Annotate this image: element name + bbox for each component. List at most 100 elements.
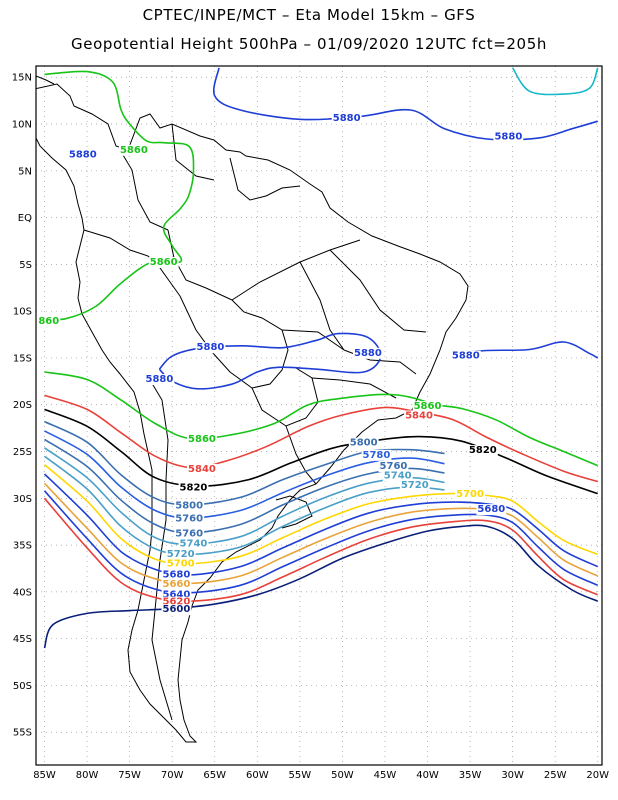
contour-label-background <box>455 489 486 501</box>
contour-label: 5760 <box>175 513 203 524</box>
contour-label: 5720 <box>167 549 195 560</box>
contour-label: 5740 <box>384 470 412 481</box>
contour-label-background <box>178 482 209 494</box>
contour-label: 5800 <box>350 438 378 449</box>
lon-tick-label: 65W <box>203 770 226 781</box>
contour-label: 5760 <box>380 461 408 472</box>
contour-label-background <box>195 342 226 354</box>
contour-label-background <box>174 513 205 525</box>
south-america-coastline <box>36 83 469 743</box>
lat-tick-label: 10N <box>12 120 32 131</box>
contour-label-background <box>37 316 61 328</box>
contour-label-background <box>476 504 507 516</box>
contour-line <box>44 394 598 483</box>
contour-label: 5740 <box>180 539 208 550</box>
contour-label-background <box>412 401 443 413</box>
contour-label-background <box>382 470 413 482</box>
lat-tick-label: 10S <box>13 307 32 318</box>
map-subtitle: Geopotential Height 500hPa – 01/09/2020 … <box>71 35 547 53</box>
lat-tick-label: 15N <box>12 73 32 84</box>
lon-tick-label: 80W <box>76 770 99 781</box>
contour-label-background <box>450 350 481 362</box>
contour-label: 5820 <box>180 483 208 494</box>
border-venezuela <box>171 123 215 181</box>
lon-tick-label: 75W <box>118 770 141 781</box>
contour-label: 5720 <box>401 480 429 491</box>
contour-label-background <box>67 149 98 161</box>
contour-label: 5860 <box>188 434 216 445</box>
lat-tick-label: 30S <box>13 494 32 505</box>
border-colombia <box>119 149 169 231</box>
contour-label-background <box>187 463 217 475</box>
contour-label: 5780 <box>363 450 391 461</box>
lat-tick-label: 35S <box>13 541 32 552</box>
axis-labels: 15N 10N 5N EQ 5S 10S 15S 20S 25S 30S 35S 40S 45S 50S 5… <box>12 73 609 781</box>
lon-tick-label: 50W <box>331 770 354 781</box>
contour-label-background <box>331 112 362 124</box>
lon-tick-label: 70W <box>161 770 184 781</box>
border-ecuador-peru <box>83 229 181 297</box>
contour-label-background <box>161 578 192 590</box>
contour-line <box>43 490 599 594</box>
contour-label: 5880 <box>333 113 361 124</box>
contour-label: 5680 <box>163 570 191 581</box>
contour-label-background <box>161 596 192 608</box>
lon-tick-label: 25W <box>544 770 567 781</box>
lat-tick-label: 45S <box>13 634 32 645</box>
border-uruguay <box>275 495 313 529</box>
brazil-states <box>231 239 427 399</box>
contour-label-background <box>187 433 217 445</box>
contour-label: 5700 <box>167 558 195 569</box>
contour-label: 5600 <box>163 604 191 615</box>
contour-label-background <box>467 445 498 457</box>
contour-label-background <box>118 144 149 156</box>
contour-line <box>44 447 445 546</box>
contour-line <box>43 482 599 585</box>
contour-labels: 5880 5880 5880 5860 5860 860 5880 5880 5880 5880 5… <box>37 112 524 616</box>
contour-label: 5800 <box>175 500 203 511</box>
lat-tick-label: EQ <box>18 213 32 224</box>
border-peru-brazil <box>167 229 233 301</box>
contour-label-background <box>348 437 379 449</box>
contour-label-background <box>178 538 209 550</box>
border-guianas <box>229 157 301 201</box>
contour-label-background <box>161 604 192 616</box>
contour-label-background <box>161 589 192 601</box>
contour-label: 5860 <box>120 145 148 156</box>
lat-tick-label: 5N <box>18 166 32 177</box>
lon-tick-label: 55W <box>289 770 312 781</box>
contour-label: 5880 <box>452 351 480 362</box>
contour-line <box>43 473 599 576</box>
lon-tick-label: 40W <box>416 770 439 781</box>
contour-label-background <box>174 500 205 512</box>
contour-label: 5860 <box>414 401 442 412</box>
map-title: CPTEC/INPE/MCT – Eta Model 15km – GFS <box>142 6 476 24</box>
contour-label-background <box>161 569 192 581</box>
contour-label: 5880 <box>69 149 97 160</box>
lon-tick-label: 30W <box>501 770 524 781</box>
contour-label: 5880 <box>354 348 382 359</box>
lat-tick-label: 55S <box>13 728 32 739</box>
contour-label-background <box>174 528 205 540</box>
contour-label: 5700 <box>456 489 484 500</box>
contour-line <box>43 463 599 565</box>
contour-label: 5840 <box>405 411 433 422</box>
contour-line <box>44 408 598 495</box>
contour-label-background <box>165 549 196 561</box>
contour-label-background <box>148 257 179 269</box>
contour-label-background <box>404 410 434 422</box>
contour-line <box>43 524 599 649</box>
contour-label: 5880 <box>494 132 522 143</box>
contour-label-background <box>399 479 430 491</box>
lon-tick-label: 35W <box>459 770 482 781</box>
map-frame <box>35 65 603 766</box>
contour-label: 5820 <box>469 445 497 456</box>
lon-tick-label: 20W <box>586 770 609 781</box>
contour-label: 5860 <box>150 257 178 268</box>
lon-tick-label: 85W <box>33 770 56 781</box>
border-argentina-brazil <box>285 425 317 485</box>
contour-label: 5680 <box>477 504 505 515</box>
contour-line <box>44 70 195 321</box>
continent-outline <box>36 75 469 743</box>
